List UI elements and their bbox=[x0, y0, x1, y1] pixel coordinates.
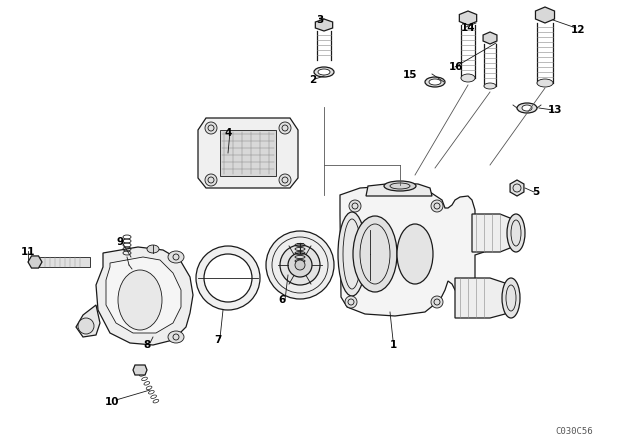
Ellipse shape bbox=[318, 69, 330, 75]
Ellipse shape bbox=[461, 74, 475, 82]
Circle shape bbox=[295, 260, 305, 270]
Text: 15: 15 bbox=[403, 70, 417, 80]
Circle shape bbox=[205, 174, 217, 186]
Circle shape bbox=[266, 231, 334, 299]
Text: 10: 10 bbox=[105, 397, 119, 407]
Polygon shape bbox=[536, 7, 554, 23]
Circle shape bbox=[288, 253, 312, 277]
Polygon shape bbox=[316, 19, 333, 31]
Text: 8: 8 bbox=[143, 340, 150, 350]
Text: 9: 9 bbox=[116, 237, 124, 247]
Circle shape bbox=[196, 246, 260, 310]
Circle shape bbox=[204, 254, 252, 302]
Text: 6: 6 bbox=[278, 295, 285, 305]
Polygon shape bbox=[472, 214, 515, 252]
Circle shape bbox=[345, 296, 357, 308]
Circle shape bbox=[349, 200, 361, 212]
Circle shape bbox=[205, 122, 217, 134]
Text: 5: 5 bbox=[532, 187, 540, 197]
Polygon shape bbox=[35, 257, 90, 267]
Ellipse shape bbox=[537, 79, 553, 87]
Ellipse shape bbox=[168, 251, 184, 263]
Polygon shape bbox=[28, 256, 42, 268]
Circle shape bbox=[280, 245, 320, 285]
Circle shape bbox=[431, 296, 443, 308]
Text: 1: 1 bbox=[389, 340, 397, 350]
Polygon shape bbox=[76, 305, 100, 337]
Text: 3: 3 bbox=[316, 15, 324, 25]
Polygon shape bbox=[455, 278, 510, 318]
Text: 11: 11 bbox=[20, 247, 35, 257]
Ellipse shape bbox=[507, 214, 525, 252]
Polygon shape bbox=[198, 118, 298, 188]
Circle shape bbox=[78, 318, 94, 334]
Ellipse shape bbox=[168, 331, 184, 343]
Polygon shape bbox=[106, 257, 181, 333]
Text: 14: 14 bbox=[461, 23, 476, 33]
Polygon shape bbox=[366, 183, 432, 196]
Ellipse shape bbox=[522, 105, 532, 111]
Polygon shape bbox=[96, 247, 193, 345]
Polygon shape bbox=[460, 11, 477, 25]
Ellipse shape bbox=[502, 278, 520, 318]
Polygon shape bbox=[133, 365, 147, 375]
Ellipse shape bbox=[517, 103, 537, 113]
Ellipse shape bbox=[484, 83, 496, 89]
Text: 4: 4 bbox=[224, 128, 232, 138]
Polygon shape bbox=[340, 186, 500, 316]
Ellipse shape bbox=[397, 224, 433, 284]
Text: 7: 7 bbox=[214, 335, 221, 345]
Circle shape bbox=[431, 200, 443, 212]
Text: 16: 16 bbox=[449, 62, 463, 72]
Text: 2: 2 bbox=[309, 75, 317, 85]
Text: C030C56: C030C56 bbox=[555, 427, 593, 436]
Ellipse shape bbox=[118, 270, 162, 330]
Circle shape bbox=[279, 122, 291, 134]
Ellipse shape bbox=[353, 216, 397, 292]
Polygon shape bbox=[483, 32, 497, 44]
Text: 13: 13 bbox=[548, 105, 563, 115]
Ellipse shape bbox=[425, 77, 445, 87]
Ellipse shape bbox=[338, 212, 366, 296]
Text: 12: 12 bbox=[571, 25, 585, 35]
Ellipse shape bbox=[314, 67, 334, 77]
Polygon shape bbox=[220, 130, 276, 176]
Circle shape bbox=[279, 174, 291, 186]
Ellipse shape bbox=[384, 181, 416, 191]
Ellipse shape bbox=[147, 245, 159, 253]
Polygon shape bbox=[510, 180, 524, 196]
Ellipse shape bbox=[429, 79, 441, 85]
